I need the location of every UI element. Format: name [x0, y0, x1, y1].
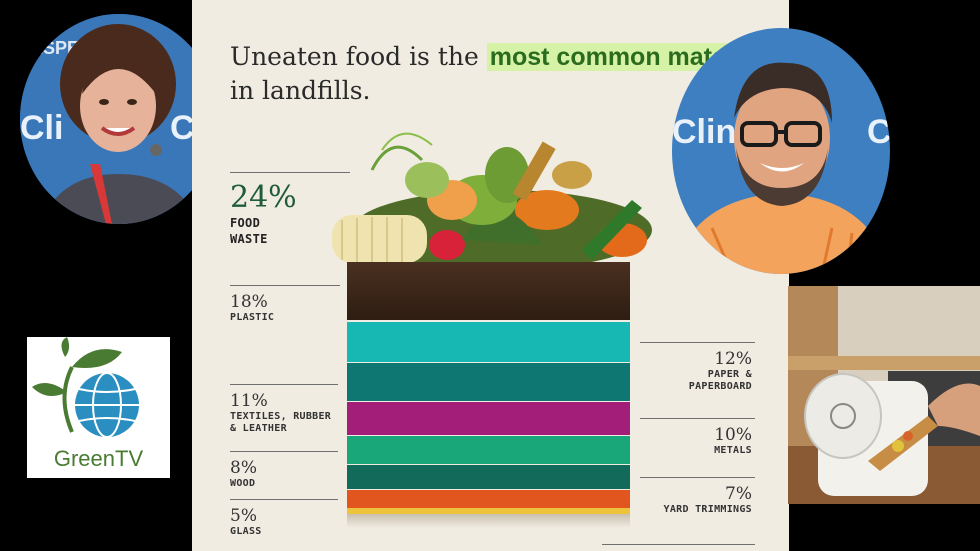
layer-glass: [347, 508, 630, 514]
layer-yard-trimmings: [347, 490, 630, 508]
food-waste-pile-image: [332, 132, 652, 270]
paper-percent: 12%: [714, 349, 752, 369]
paper-label-line2: PAPERBOARD: [688, 381, 752, 392]
rule-yard: [640, 477, 755, 478]
rule-textiles: [230, 384, 338, 385]
layer-paper: [347, 363, 630, 401]
compost-bin-image: [788, 286, 980, 504]
svg-text:Cli: Cli: [20, 109, 63, 147]
rule-food-waste: [230, 172, 350, 173]
headline-after: in landfills.: [230, 76, 371, 105]
paper-label-line1: PAPER &: [707, 369, 752, 380]
layer-food-waste: [347, 262, 630, 320]
rule-paper: [640, 342, 755, 343]
textiles-label-line2: & LEATHER: [230, 423, 287, 434]
rule-plastic: [230, 285, 340, 286]
label-food-waste: 24% FOOD WASTE: [230, 180, 297, 247]
layer-metals: [347, 436, 630, 464]
glass-label: GLASS: [230, 526, 262, 537]
label-metals: 10% METALS: [640, 425, 752, 457]
greentv-logo: GreenTV: [27, 337, 170, 478]
wood-label: WOOD: [230, 478, 256, 489]
textiles-label-line1: TEXTILES, RUBBER: [230, 411, 332, 422]
layer-wood: [347, 465, 630, 489]
compost-bin-photo: [788, 286, 980, 504]
label-wood: 8% WOOD: [230, 458, 257, 490]
layer-textiles: [347, 402, 630, 435]
rule-bottom: [602, 544, 755, 545]
yard-label: YARD TRIMMINGS: [663, 504, 752, 515]
woman-portrait-image: ASPEN Cli Cli: [20, 14, 218, 224]
label-paper: 12% PAPER & PAPERBOARD: [640, 349, 752, 393]
layer-plastic: [347, 322, 630, 362]
guest-left-portrait: ASPEN Cli Cli: [20, 14, 218, 224]
glass-percent: 5%: [230, 506, 257, 526]
label-yard: 7% YARD TRIMMINGS: [630, 484, 753, 516]
metals-label: METALS: [714, 445, 752, 456]
yard-percent: 7%: [725, 484, 752, 504]
food-waste-label-line2: WASTE: [230, 232, 268, 246]
svg-text:C: C: [867, 113, 890, 151]
textiles-percent: 11%: [230, 391, 268, 411]
guest-right-portrait: Clin C: [672, 28, 890, 274]
rule-metals: [640, 418, 755, 419]
man-portrait-image: Clin C: [672, 28, 890, 274]
leaf-globe-icon: [32, 337, 139, 438]
label-textiles: 11% TEXTILES, RUBBER & LEATHER: [230, 391, 331, 435]
plastic-label: PLASTIC: [230, 312, 275, 323]
food-waste-label-line1: FOOD: [230, 216, 261, 230]
food-waste-percent: 24%: [230, 180, 297, 215]
logo-text: GreenTV: [53, 446, 144, 471]
label-glass: 5% GLASS: [230, 506, 262, 538]
plastic-percent: 18%: [230, 292, 268, 312]
svg-text:Clin: Clin: [672, 113, 736, 151]
layer-shadow: [347, 514, 630, 528]
label-plastic: 18% PLASTIC: [230, 292, 274, 324]
rule-wood: [230, 451, 338, 452]
wood-percent: 8%: [230, 458, 257, 478]
rule-glass: [230, 499, 338, 500]
headline-before: Uneaten food is the: [230, 42, 487, 71]
metals-percent: 10%: [714, 425, 752, 445]
